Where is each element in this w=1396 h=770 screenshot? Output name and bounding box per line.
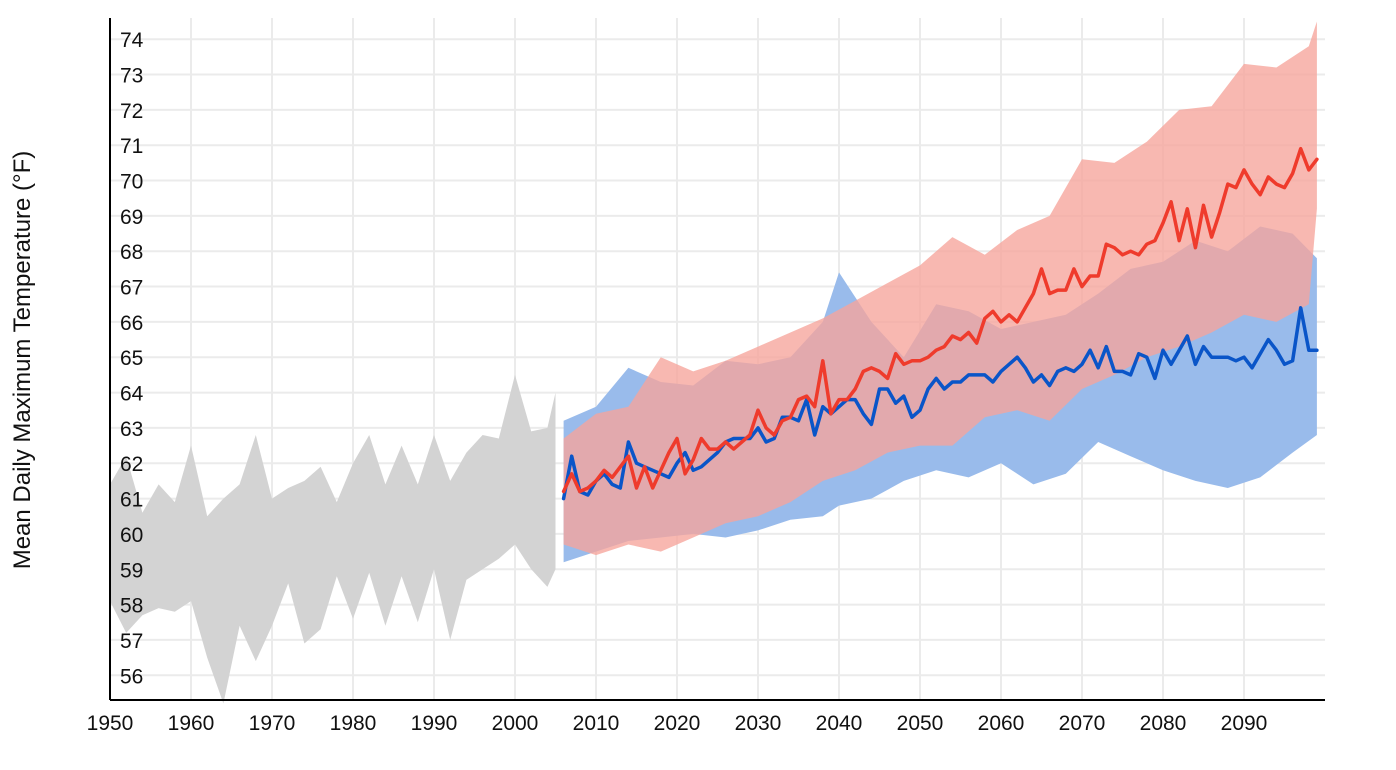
y-tick-label-62: 62 bbox=[120, 453, 143, 476]
x-tick-label-2000: 2000 bbox=[492, 712, 539, 735]
y-tick-label-72: 72 bbox=[120, 100, 143, 123]
x-tick-label-1990: 1990 bbox=[411, 712, 458, 735]
x-tick-label-2070: 2070 bbox=[1059, 712, 1106, 735]
x-tick-label-2050: 2050 bbox=[897, 712, 944, 735]
tick-layer: 56 57 58 59 60 61 62 63 64 65 66 67 68 69 70 71 72 73 74 19… bbox=[87, 29, 1268, 735]
y-tick-label-64: 64 bbox=[120, 383, 144, 406]
line-layer bbox=[561, 146, 1319, 501]
x-tick-label-1960: 1960 bbox=[168, 712, 215, 735]
x-tick-label-1980: 1980 bbox=[330, 712, 377, 735]
y-tick-label-66: 66 bbox=[120, 312, 143, 335]
y-tick-label-67: 67 bbox=[120, 277, 143, 300]
x-tick-label-1970: 1970 bbox=[249, 712, 296, 735]
line-high_emissions_median bbox=[561, 146, 1319, 494]
y-tick-label-74: 74 bbox=[120, 29, 144, 52]
y-tick-label-63: 63 bbox=[120, 418, 143, 441]
y-tick-label-69: 69 bbox=[120, 206, 143, 229]
y-tick-label-59: 59 bbox=[120, 559, 143, 582]
y-tick-label-58: 58 bbox=[120, 595, 143, 618]
x-tick-label-2080: 2080 bbox=[1140, 712, 1187, 735]
y-tick-label-71: 71 bbox=[120, 135, 143, 158]
line-low_emissions_median bbox=[561, 306, 1319, 501]
x-tick-label-2020: 2020 bbox=[654, 712, 701, 735]
y-tick-label-73: 73 bbox=[120, 65, 143, 88]
x-tick-label-2040: 2040 bbox=[816, 712, 863, 735]
y-tick-label-65: 65 bbox=[120, 347, 143, 370]
x-tick-label-1950: 1950 bbox=[87, 712, 134, 735]
y-tick-label-60: 60 bbox=[120, 524, 143, 547]
y-tick-label-57: 57 bbox=[120, 630, 143, 653]
band-layer bbox=[110, 21, 1317, 704]
axis-layer bbox=[109, 18, 1325, 701]
x-tick-label-2090: 2090 bbox=[1221, 712, 1268, 735]
y-axis-title: Mean Daily Maximum Temperature (°F) bbox=[9, 151, 36, 570]
x-tick-label-2060: 2060 bbox=[978, 712, 1025, 735]
x-tick-label-2030: 2030 bbox=[735, 712, 782, 735]
band-observed bbox=[110, 374, 556, 704]
y-tick-label-70: 70 bbox=[120, 171, 143, 194]
band-high_emissions bbox=[563, 21, 1317, 556]
y-tick-label-61: 61 bbox=[120, 489, 143, 512]
y-tick-label-68: 68 bbox=[120, 241, 143, 264]
y-tick-label-56: 56 bbox=[120, 665, 143, 688]
x-tick-label-2010: 2010 bbox=[573, 712, 620, 735]
